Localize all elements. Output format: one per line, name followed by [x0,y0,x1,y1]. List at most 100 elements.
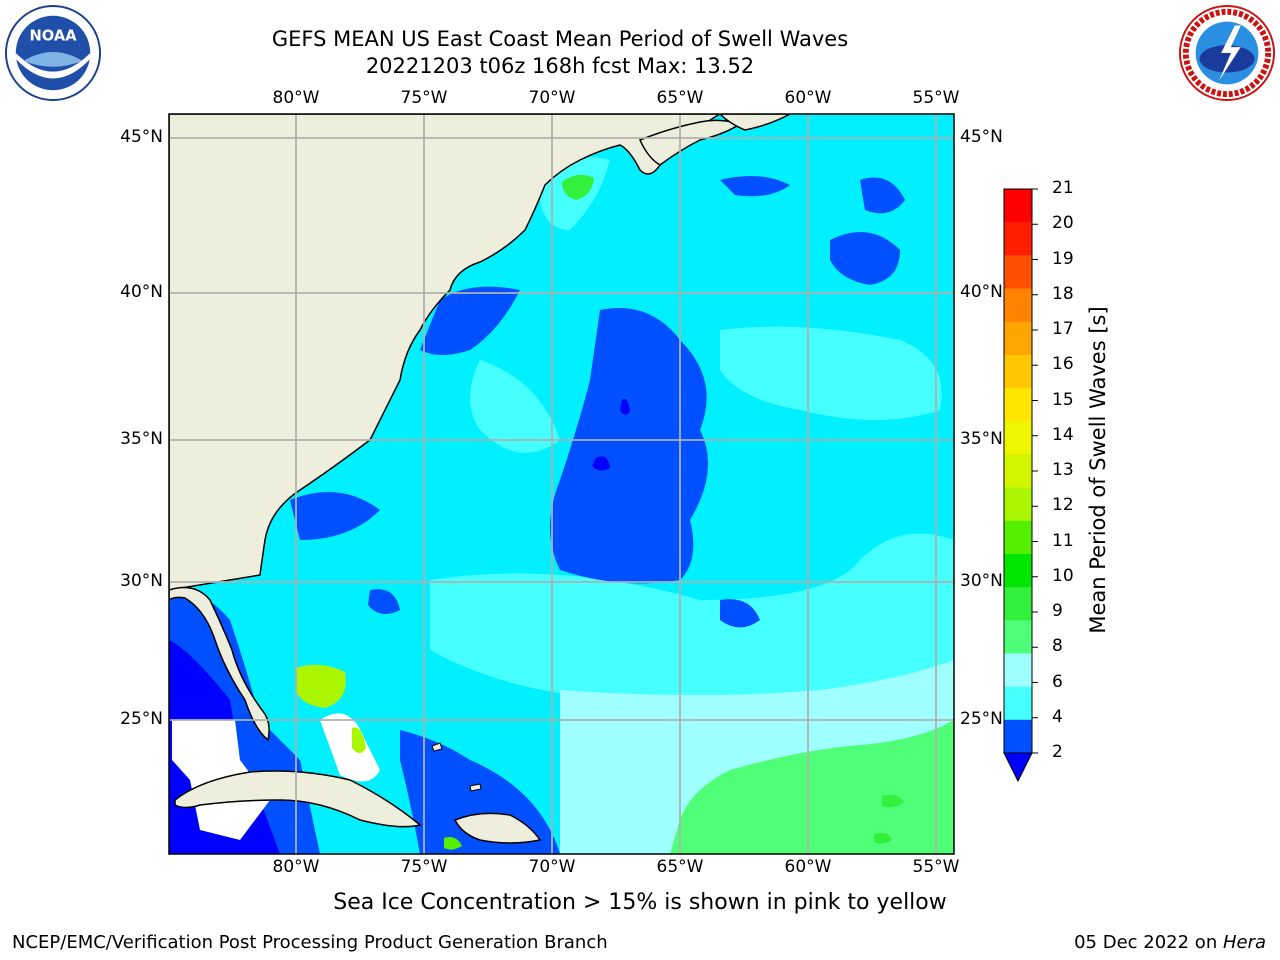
lon-label-bottom: 75°W [400,857,448,877]
colorbar-segment [1004,222,1032,256]
lat-label-left: 30°N [120,571,163,591]
colorbar-segment [1004,321,1032,356]
colorbar-tick-label: 11 [1052,530,1074,551]
swell-12-13-zone [352,727,366,753]
colorbar-segment [1004,587,1032,621]
footer-credit: NCEP/EMC/Verification Post Processing Pr… [12,932,608,953]
swell-6-8-zone [430,533,954,720]
colorbar-tick-label: 9 [1052,601,1063,621]
island [431,742,443,752]
colorbar-segment [1004,487,1032,522]
lon-label-top: 70°W [528,88,576,108]
colorbar-tick-label: 13 [1052,460,1074,480]
colorbar-segment [1004,288,1032,323]
colorbar-tick-label: 14 [1052,424,1074,445]
lon-label-bottom: 80°W [272,857,320,877]
swell-2-4-zone [720,176,790,197]
colorbar-tick-label: 12 [1052,495,1074,516]
colorbar-segment [1004,620,1032,654]
lon-label-bottom: 70°W [528,857,576,877]
colorbar-label: Mean Period of Swell Waves [s] [1086,306,1110,634]
colorbar-tick-label: 16 [1052,354,1074,375]
lat-label-left: 35°N [120,429,163,449]
colorbar-segment [1004,421,1032,455]
colorbar-tick-label: 15 [1052,389,1074,410]
lon-label-bottom: 60°W [784,857,832,877]
lon-label-bottom: 65°W [656,857,704,877]
colorbar-segment [1004,189,1032,223]
island [469,783,482,792]
graticule [169,114,954,854]
colorbar-tick-label: 10 [1052,565,1074,586]
lat-label-right: 25°N [960,709,1003,729]
lon-label-top: 60°W [784,88,832,108]
colorbar-tick-label: 17 [1052,319,1074,339]
colorbar-tick-label: 4 [1052,706,1063,727]
masked-area [320,713,380,782]
colorbar-segment [1004,553,1032,588]
colorbar-segment [1004,686,1032,721]
lon-label-bottom: 55°W [912,857,960,877]
chart-subtitle: 20221203 t06z 168h fcst Max: 13.52 [365,54,755,78]
swell-2-4-zone [420,286,520,355]
swell-under-2-zone [620,398,630,415]
lon-label-top: 75°W [400,88,448,108]
florida-land [169,586,270,742]
colorbar-tick-label: 18 [1052,283,1074,304]
lat-label-right: 35°N [960,429,1003,449]
cuba-land [174,770,422,828]
colorbar-segment [1004,653,1032,688]
colorbar-segment [1004,388,1032,422]
map-field [169,114,954,854]
map-frame [168,113,955,855]
footer-date: 05 Dec 2022 on Hera [1074,932,1266,953]
colorbar-tick-label: 21 [1052,178,1074,198]
sea-ice-note: Sea Ice Concentration > 15% is shown in … [333,890,947,915]
north-america-land [169,114,721,591]
colorbar-tick-label: 20 [1052,213,1074,234]
hispaniola-land [453,812,542,844]
lat-label-left: 25°N [120,709,163,729]
lat-label-right: 45°N [960,127,1003,147]
footer-machine: Hera [1222,932,1266,953]
swell-2-4-zone [290,492,380,540]
swell-10-11-zone [882,794,904,808]
colorbar-segment [1004,719,1032,753]
newfoundland-land [718,114,791,131]
colorbar [1003,188,1038,783]
lat-label-left: 45°N [120,127,163,147]
colorbar-segment [1004,354,1032,389]
lat-label-left: 40°N [120,282,163,302]
swell-under-2-zone [592,456,610,471]
chart-title: GEFS MEAN US East Coast Mean Period of S… [271,27,849,51]
swell-2-4-zone [368,589,400,614]
colorbar-tick-label: 6 [1052,671,1063,692]
lon-label-top: 80°W [272,88,320,108]
swell-2-4-zone [720,599,760,628]
swell-6-8-zone [470,360,560,453]
swell-2-4-zone [860,177,905,214]
swell-11-12-zone [444,837,462,850]
colorbar-tick-label: 19 [1052,248,1074,269]
lon-label-top: 55°W [912,88,960,108]
swell-10-11-zone [562,174,594,200]
nova-scotia-land [638,119,742,166]
swell-2-4-zone [550,308,708,584]
colorbar-under-extension [1003,752,1033,783]
lat-label-right: 40°N [960,282,1003,302]
colorbar-tick-label: 8 [1052,636,1063,657]
colorbar-segment [1004,454,1032,489]
lon-label-top: 65°W [656,88,704,108]
colorbar-segment [1004,520,1032,555]
noaa-logo: NOAA [4,4,102,102]
swell-9-10-zone [670,720,954,854]
footer-date-text: 05 Dec 2022 on [1074,932,1223,953]
nws-logo [1178,4,1276,102]
svg-text:NOAA: NOAA [29,27,77,44]
swell-10-11-zone [874,832,892,844]
colorbar-segment [1004,255,1032,290]
swell-12-13-zone [296,664,346,708]
swell-6-8-zone [720,326,942,420]
lat-label-right: 30°N [960,571,1003,591]
